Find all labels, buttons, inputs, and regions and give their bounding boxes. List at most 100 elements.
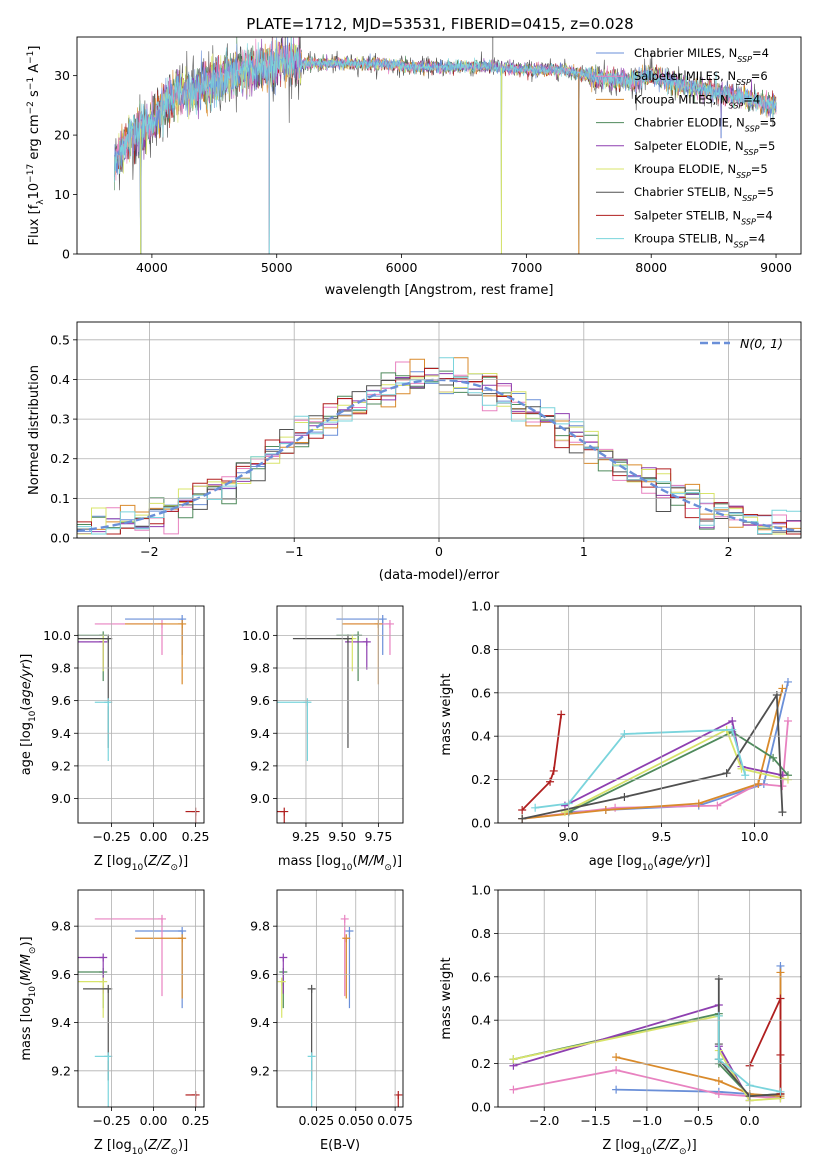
x-tick-label: 9.5: [652, 829, 672, 844]
x-tick-label: −2: [140, 544, 158, 559]
data-point: [612, 1066, 621, 1075]
y-axis-label: age [log10(age/yr)]: [19, 654, 38, 776]
x-tick-label: 9.50: [328, 829, 356, 844]
data-point: [178, 934, 187, 943]
data-point: [99, 953, 108, 962]
data-point: [714, 1089, 723, 1098]
plot-area: [277, 914, 403, 1107]
weight-series-line: [717, 1015, 781, 1093]
y-tick-label: 9.6: [250, 693, 270, 708]
x-tick-label: 10.0: [741, 829, 769, 844]
x-tick-label: −0.5: [683, 1113, 713, 1128]
axes-frame: [76, 36, 802, 255]
plot-area: [518, 677, 792, 823]
x-axis-label: Z [log10(Z/Z⊙)]: [94, 1138, 188, 1157]
x-tick-label: 2: [725, 544, 733, 559]
y-tick-label: 0.8: [471, 642, 491, 657]
data-point: [343, 634, 352, 643]
data-point: [303, 698, 312, 707]
weight-series-line: [564, 728, 789, 813]
plot-area: [78, 914, 200, 1107]
y-tick-label: 9.4: [250, 1015, 270, 1030]
data-point: [776, 994, 785, 1003]
data-point: [104, 634, 113, 643]
data-point: [549, 766, 558, 775]
data-point: [776, 968, 785, 977]
data-point: [783, 717, 792, 726]
x-tick-label: 0.075: [377, 1113, 413, 1128]
y-axis-label: mass weight: [439, 673, 454, 755]
y-axis-label: mass weight: [439, 957, 454, 1039]
y-tick-label: 9.2: [51, 758, 71, 773]
data-point: [778, 782, 787, 791]
data-point: [280, 807, 289, 816]
axes-frame: [76, 321, 802, 539]
y-axis-label: mass [log10(M/M⊙)]: [19, 936, 38, 1060]
y-tick-label: 0: [62, 247, 70, 262]
data-point: [557, 710, 566, 719]
x-tick-label: −2.0: [529, 1113, 559, 1128]
data-point: [714, 974, 723, 983]
y-tick-label: 0.0: [471, 1100, 491, 1115]
y-tick-label: 0.5: [50, 332, 70, 347]
data-point: [612, 1085, 621, 1094]
y-tick-label: 9.8: [51, 661, 71, 676]
data-point: [178, 619, 187, 628]
y-tick-label: 0.8: [471, 926, 491, 941]
data-point: [279, 953, 288, 962]
data-point: [518, 805, 527, 814]
x-axis-label: E(B-V): [320, 1138, 360, 1153]
x-tick-label: −0.25: [92, 829, 130, 844]
data-point: [694, 799, 703, 808]
x-tick-label: 9.0: [559, 829, 579, 844]
y-tick-label: 30: [54, 68, 70, 83]
data-point: [612, 1053, 621, 1062]
spectrum-line: [114, 37, 777, 254]
data-point: [713, 801, 722, 810]
weight-series-line: [522, 688, 784, 820]
y-tick-label: 0.2: [471, 1056, 491, 1071]
y-tick-label: 0.4: [471, 729, 491, 744]
x-tick-label: 0.00: [140, 1113, 168, 1128]
data-point: [340, 914, 349, 923]
x-tick-label: 7000: [510, 260, 542, 275]
y-tick-label: 9.2: [51, 1063, 71, 1078]
y-axis-label: Flux [fλ10−17 erg cm−2 s−1 A−1]: [26, 46, 46, 246]
y-tick-label: 0.2: [471, 772, 491, 787]
y-tick-label: 0.3: [50, 412, 70, 427]
legend-entry: Kroupa STELIB, NSSP=4: [634, 232, 765, 250]
data-point: [714, 1076, 723, 1085]
data-point: [741, 771, 750, 780]
y-tick-label: 0.6: [471, 969, 491, 984]
y-tick-label: 0.2: [50, 451, 70, 466]
legend-entry: Salpeter STELIB, NSSP=4: [634, 208, 773, 226]
x-tick-label: 0.25: [182, 1113, 210, 1128]
y-tick-label: 9.4: [51, 1015, 71, 1030]
legend-entry: Chabrier ELODIE, NSSP=5: [634, 116, 776, 134]
data-point: [754, 779, 763, 788]
data-point: [518, 814, 527, 823]
x-tick-label: 8000: [635, 260, 667, 275]
y-tick-label: 9.4: [250, 726, 270, 741]
data-point: [307, 1052, 316, 1061]
x-tick-label: −1.0: [632, 1113, 662, 1128]
weight-series-line: [521, 714, 563, 811]
x-tick-label: 9.25: [292, 829, 320, 844]
y-tick-label: 9.2: [250, 758, 270, 773]
x-axis-label: (data-model)/error: [379, 568, 500, 583]
legend-entry: N(0, 1): [740, 336, 783, 351]
y-tick-label: 10: [54, 187, 70, 202]
x-tick-label: 0: [435, 544, 443, 559]
x-tick-label: 0.25: [182, 829, 210, 844]
x-tick-label: −1: [285, 544, 303, 559]
y-tick-label: 10.0: [43, 628, 71, 643]
legend-entry: Salpeter MILES, NSSP=6: [634, 69, 768, 87]
legend-entry: Salpeter ELODIE, NSSP=5: [634, 139, 775, 157]
y-tick-label: 0.1: [50, 491, 70, 506]
y-tick-label: 0.4: [50, 372, 70, 387]
data-point: [104, 698, 113, 707]
data-point: [769, 753, 778, 762]
chart-age-vs-mass: 9.25 9.50 9.75 9.0 9.2 9.4 9.6 9.8 10.0 mass [log…: [242, 605, 404, 873]
data-point: [158, 914, 166, 923]
